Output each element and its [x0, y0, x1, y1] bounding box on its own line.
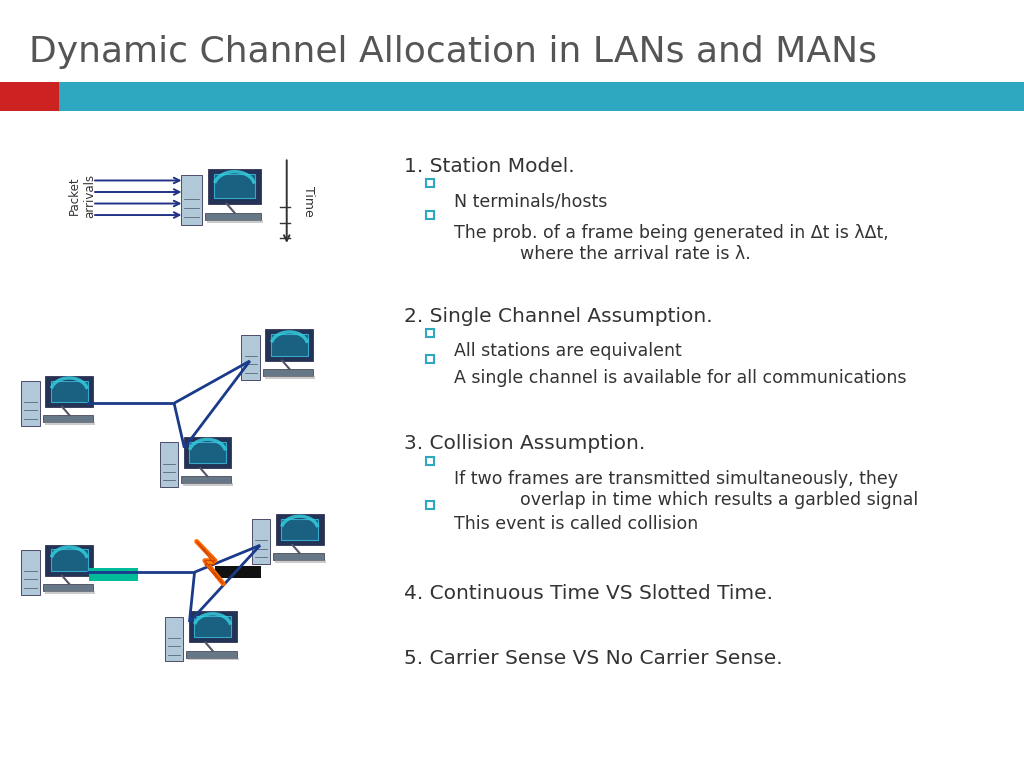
Bar — [207, 220, 263, 223]
Bar — [0, 82, 59, 111]
Bar — [242, 335, 260, 379]
Text: 3. Collision Assumption.: 3. Collision Assumption. — [404, 434, 646, 453]
Bar — [208, 169, 261, 204]
Text: 4. Continuous Time VS Slotted Time.: 4. Continuous Time VS Slotted Time. — [404, 584, 773, 603]
Bar — [22, 550, 40, 594]
Bar — [165, 617, 183, 661]
Bar — [205, 213, 261, 220]
Bar — [263, 369, 313, 376]
Bar — [188, 611, 237, 642]
Bar — [45, 591, 95, 594]
Bar — [186, 650, 237, 657]
Bar — [50, 380, 88, 402]
Bar — [181, 476, 231, 483]
Text: 2. Single Channel Assumption.: 2. Single Channel Assumption. — [404, 307, 713, 326]
Bar — [45, 545, 93, 576]
Bar — [22, 381, 40, 425]
Text: All stations are equivalent: All stations are equivalent — [454, 342, 681, 359]
Bar — [89, 568, 138, 581]
Bar — [281, 518, 318, 540]
Bar — [183, 483, 233, 486]
Bar — [43, 584, 93, 591]
Bar — [45, 422, 95, 425]
Text: N terminals/hosts: N terminals/hosts — [454, 192, 607, 210]
Text: Dynamic Channel Allocation in LANs and MANs: Dynamic Channel Allocation in LANs and M… — [29, 35, 877, 68]
Bar — [50, 549, 88, 571]
Bar — [214, 174, 255, 198]
Bar — [45, 376, 93, 407]
Bar — [194, 616, 231, 637]
Bar — [181, 175, 202, 224]
Text: Time: Time — [302, 186, 315, 217]
Bar — [270, 334, 308, 356]
Bar — [265, 329, 313, 360]
Text: A single channel is available for all communications: A single channel is available for all co… — [454, 369, 906, 386]
Text: 5. Carrier Sense VS No Carrier Sense.: 5. Carrier Sense VS No Carrier Sense. — [404, 649, 783, 668]
Bar — [275, 560, 326, 563]
Bar — [275, 514, 324, 545]
Bar — [188, 657, 239, 660]
Bar — [252, 519, 270, 564]
Bar — [183, 437, 231, 468]
Text: The prob. of a frame being generated in Δt is λΔt,
            where the arrival: The prob. of a frame being generated in … — [454, 224, 889, 263]
Bar — [59, 82, 1024, 111]
Text: Packet
arrivals: Packet arrivals — [68, 174, 96, 218]
Bar — [215, 566, 261, 578]
Bar — [265, 376, 315, 379]
Text: 1. Station Model.: 1. Station Model. — [404, 157, 575, 177]
Polygon shape — [197, 541, 223, 584]
Text: This event is called collision: This event is called collision — [454, 515, 698, 532]
Bar — [188, 442, 226, 463]
Text: If two frames are transmitted simultaneously, they
            overlap in time w: If two frames are transmitted simultaneo… — [454, 470, 918, 509]
Bar — [273, 553, 324, 560]
Bar — [160, 442, 178, 487]
Bar — [43, 415, 93, 422]
